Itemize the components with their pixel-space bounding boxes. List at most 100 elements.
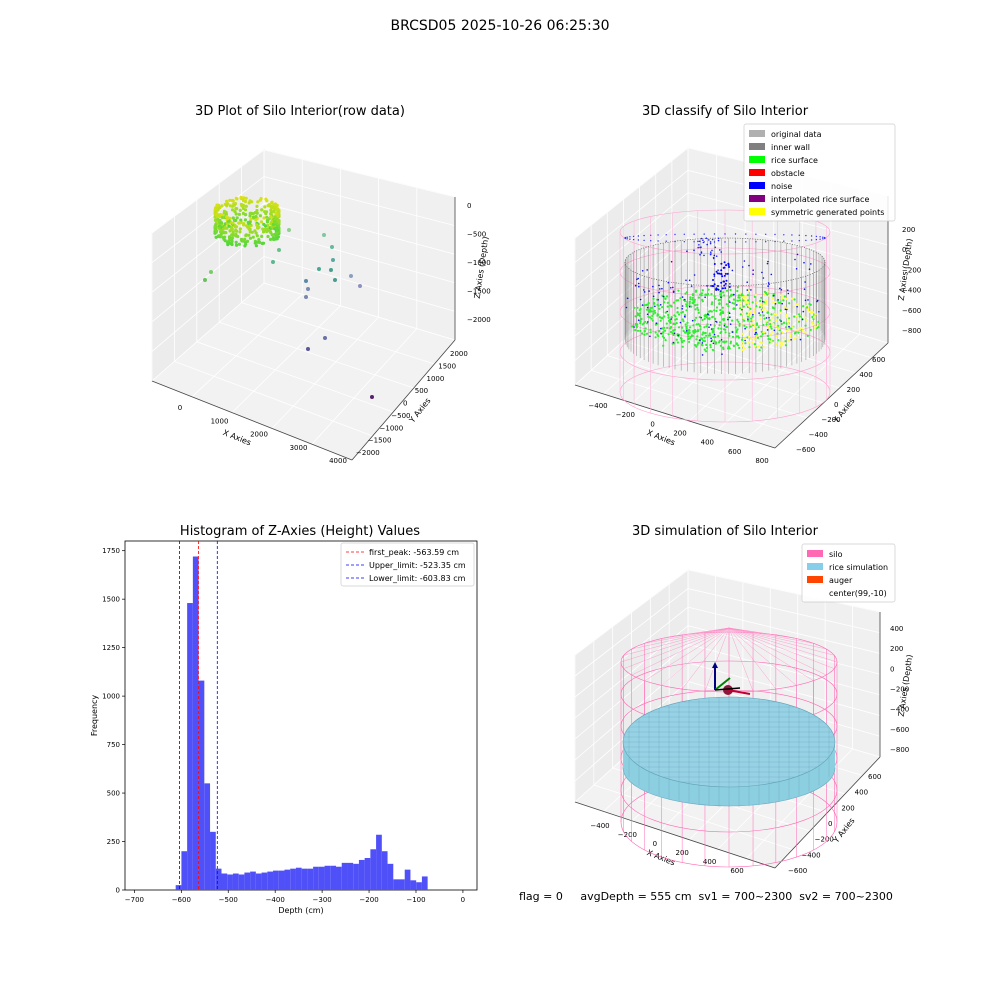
raw-point [238,227,242,231]
noise-point [699,253,701,256]
rice-surface-point [728,334,731,337]
noise-point [754,333,756,336]
rice-surface-point [692,324,695,327]
raw-point [226,243,230,247]
grid-line [574,606,881,698]
rice-surface-point [760,330,763,333]
rice-surface-point [746,319,750,322]
raw-point [234,232,238,236]
rice-surface-point [682,320,685,323]
raw-point [218,214,222,218]
raw-point [213,225,217,229]
noise-point [632,238,635,241]
rice-surface-point [672,322,675,325]
symmetric-point [804,316,807,319]
noise-point [701,342,704,344]
noise-point [766,262,769,265]
symmetric-point [772,322,775,325]
raw-point [243,237,247,241]
raw-point [248,236,253,240]
rice-surface-point [681,341,684,344]
rice-surface-point [731,319,734,322]
raw-point [248,220,252,224]
x-tick-label: 600 [730,867,743,875]
rice-surface-point [699,325,702,328]
rice-surface-point [726,347,730,350]
histogram-legend-label: first_peak: -563.59 cm [369,548,459,557]
raw-point [223,235,227,239]
noise-point [767,260,769,263]
rice-surface-point [747,299,750,302]
rice-surface-point [745,312,749,315]
rice-surface-point [674,315,677,318]
rice-surface-point [717,334,720,338]
rice-surface-point [649,306,652,309]
rice-surface-point [771,306,774,309]
symmetric-point [811,311,814,314]
symmetric-point [798,327,801,330]
rice-surface-point [694,344,697,347]
rice-surface-point [685,305,688,308]
noise-point [755,233,757,235]
symmetric-point [744,296,747,299]
symmetric-point [795,314,798,318]
noise-point [731,331,734,333]
raw-point [271,237,275,241]
rice-surface-point [783,295,787,298]
rice-surface-point [749,307,752,310]
rice-surface-point [685,309,688,312]
raw-point [241,198,245,202]
symmetric-point [767,326,771,329]
noise-point [660,327,662,330]
rice-surface-point [808,302,811,306]
noise-point [683,315,686,318]
noise-point [674,233,676,236]
rice-surface-point [765,323,768,326]
rice-surface-point [672,333,675,336]
rice-surface-point [691,296,694,299]
noise-point [706,285,708,287]
rice-surface-point [710,303,713,306]
raw-point [218,224,222,228]
noise-point [672,286,674,289]
rice-surface-point [809,328,812,331]
noise-point [721,275,724,278]
rice-surface-point [721,311,724,314]
rice-surface-point [671,332,674,335]
noise-point [779,287,781,290]
y-tick-label: 200 [841,804,854,812]
noise-point [712,342,715,345]
noise-point [710,285,712,287]
raw-point [239,221,243,225]
rice-surface-point [714,297,717,300]
y-tick-label: −500 [391,412,410,420]
rice-surface-point [749,325,752,328]
rice-surface-point [694,290,698,293]
noise-point [765,233,767,235]
noise-point [755,241,757,243]
rice-surface-point [735,342,738,345]
histogram-bar [421,876,428,890]
symmetric-point [809,311,812,314]
noise-point [721,353,723,356]
noise-point [652,295,655,298]
noise-point [808,268,811,271]
histogram-bar [175,885,182,890]
noise-point [720,251,722,253]
symmetric-point [785,329,789,333]
noise-point [650,240,652,242]
rice-surface-point [640,317,643,321]
noise-point [715,320,717,323]
raw-point [243,240,248,244]
raw-point [231,216,235,220]
rice-surface-point [654,323,658,326]
raw-outlier-point [329,268,333,272]
x-axis-label: Depth (cm) [278,906,323,915]
raw-point [228,216,232,220]
y-tick-label: 2000 [450,350,468,358]
rice-surface-point [766,334,769,338]
rice-surface-point [667,316,670,319]
raw-point [220,221,224,225]
noise-point [815,238,818,241]
raw-point [267,229,271,233]
